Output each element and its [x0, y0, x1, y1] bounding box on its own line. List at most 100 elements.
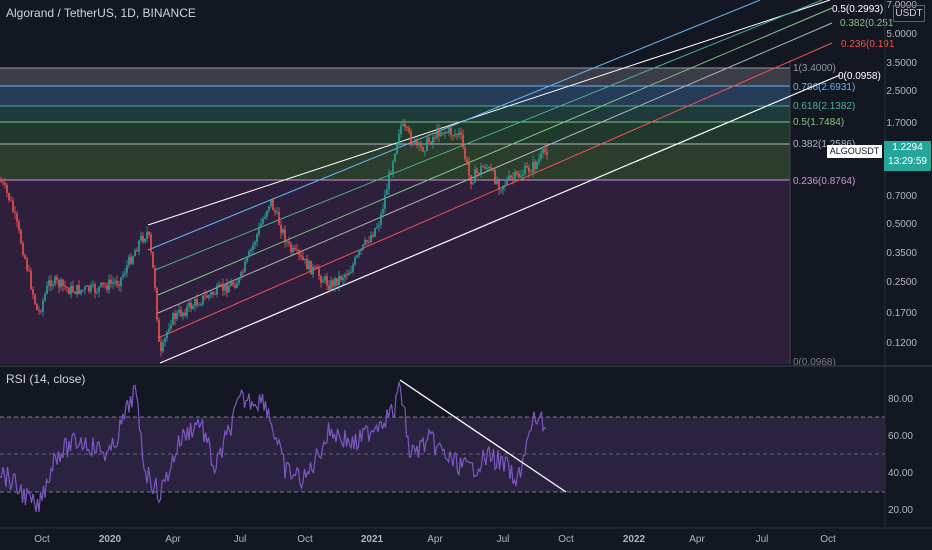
candle-body: [282, 229, 284, 233]
candle-body: [306, 258, 308, 270]
candle-body: [330, 280, 332, 290]
candle-body: [58, 280, 60, 288]
candle-body: [424, 150, 426, 152]
candle-body: [524, 166, 526, 175]
price-tick-label: 0.1700: [886, 308, 917, 319]
fib-labels: 1(3.4000) 0.786(2.6931) 0.618(2.1382) 0.5(1…: [793, 63, 855, 368]
candle-body: [286, 241, 288, 243]
price-tick-label: 0.2500: [886, 277, 917, 288]
candle-body: [546, 151, 548, 155]
candle-body: [386, 189, 388, 195]
candle-body: [20, 230, 22, 244]
price-tick-label: 0.7000: [886, 191, 917, 202]
candle-body: [108, 279, 110, 290]
candle-body: [484, 166, 486, 169]
candle-body: [488, 167, 490, 169]
candle-body: [428, 137, 430, 142]
candle-body: [390, 172, 392, 174]
candle-body: [366, 240, 368, 242]
candle-body: [478, 172, 480, 174]
candle-body: [158, 319, 160, 342]
candle-body: [90, 285, 92, 292]
candle-body: [522, 174, 524, 176]
pitchfork-level-label: 0.382(0.251: [840, 18, 894, 29]
candle-body: [412, 143, 414, 145]
candle-body: [154, 267, 156, 288]
candle-body: [256, 234, 258, 242]
candle-body: [486, 168, 488, 169]
last-price-value: 1.2294: [892, 142, 923, 153]
candle-body: [92, 284, 94, 286]
rsi-tick-label: 60.00: [888, 431, 913, 442]
candle-body: [392, 161, 394, 174]
pitchfork[interactable]: [147, 0, 841, 364]
candle-body: [338, 276, 340, 286]
candle-body: [418, 142, 420, 145]
candle-body: [444, 132, 446, 134]
rsi-tick-label: 80.00: [888, 394, 913, 405]
candle-body: [328, 285, 330, 290]
price-candles: [0, 119, 548, 357]
candle-body: [64, 285, 66, 287]
candle-body: [320, 276, 322, 283]
candle-body: [200, 304, 202, 306]
candle-body: [254, 242, 256, 245]
candle-body: [498, 180, 500, 190]
rsi-pane: [0, 379, 885, 513]
rsi-trendline[interactable]: [399, 379, 567, 493]
fib-level-label: 0(0.0968): [793, 357, 836, 368]
candle-body: [372, 235, 374, 237]
candle-body: [72, 285, 74, 292]
candle-body: [540, 152, 542, 159]
rsi-tick-label: 40.00: [888, 468, 913, 479]
candle-body: [460, 132, 462, 135]
candle-body: [42, 300, 44, 312]
candle-body: [152, 251, 154, 268]
fib-level-label: 0.5(1.7484): [793, 117, 844, 128]
candle-body: [506, 179, 508, 185]
candle-body: [352, 264, 354, 272]
candle-body: [118, 284, 120, 287]
fib-level-label: 1(3.4000): [793, 63, 836, 74]
candle-body: [536, 161, 538, 169]
rsi-title: RSI (14, close): [6, 372, 86, 386]
candle-body: [274, 210, 276, 213]
candle-body: [426, 137, 428, 151]
candle-body: [528, 167, 530, 172]
candle-body: [136, 250, 138, 252]
candle-body: [468, 162, 470, 176]
currency-unit-button[interactable]: USDT: [893, 5, 925, 22]
candle-body: [104, 284, 106, 286]
fib-zone-0236-0: [0, 180, 790, 364]
candle-body: [40, 311, 42, 312]
price-tick-label: 2.5000: [886, 86, 917, 97]
candle-body: [14, 212, 16, 214]
candle-body: [432, 137, 434, 144]
candle-body: [210, 292, 212, 295]
fib-lines: [0, 60, 791, 364]
candle-body: [480, 166, 482, 175]
candle-body: [184, 312, 186, 316]
candle-body: [304, 258, 306, 261]
candle-body: [24, 255, 26, 259]
pitchfork-level-label: 0.236(0.191: [841, 39, 895, 50]
time-axis[interactable]: Oct 2020 Apr Jul Oct 2021 Apr Jul Oct 2022 Apr Jul O…: [34, 534, 836, 545]
rsi-axis[interactable]: 80.00 60.00 40.00 20.00: [888, 394, 913, 516]
fib-zone-0618-05: [0, 106, 790, 122]
candle-body: [18, 221, 20, 230]
fib-zone-05-0382: [0, 122, 790, 144]
candle-body: [458, 132, 460, 136]
candle-body: [388, 172, 390, 190]
candle-body: [236, 283, 238, 288]
candle-body: [538, 158, 540, 162]
candle-body: [12, 200, 14, 212]
candle-body: [160, 341, 162, 352]
candle-body: [68, 288, 70, 295]
candle-body: [124, 273, 126, 275]
candle-body: [400, 125, 402, 134]
fib-retracement-zones[interactable]: [0, 68, 790, 364]
candle-body: [260, 223, 262, 227]
candle-body: [80, 289, 82, 294]
candle-body: [146, 232, 148, 239]
